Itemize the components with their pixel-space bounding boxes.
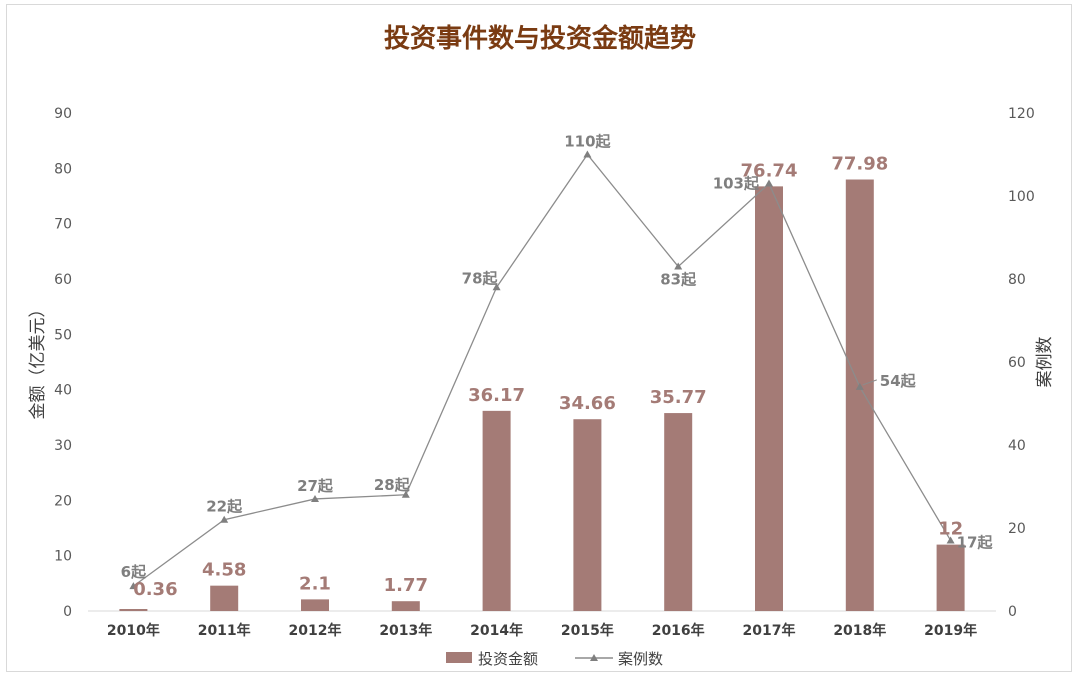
y-tick-right: 60 (1008, 355, 1026, 371)
y-tick-left: 50 (54, 327, 72, 343)
x-tick: 2017年 (743, 622, 796, 639)
bar-value-label: 2.1 (299, 573, 331, 594)
bar-value-label: 0.36 (133, 579, 177, 600)
bar-value-label: 34.66 (559, 393, 616, 414)
bar (664, 413, 693, 611)
bar-value-label: 35.77 (650, 387, 707, 408)
bar (845, 179, 874, 611)
bar (482, 410, 511, 611)
legend: 投资金额 案例数 (446, 650, 663, 668)
y-tick-left: 0 (63, 604, 72, 620)
bar (755, 186, 783, 611)
legend-label-line: 案例数 (618, 650, 663, 668)
x-tick: 2011年 (198, 622, 251, 639)
bar (573, 419, 602, 611)
line-point (220, 515, 229, 523)
x-tick: 2010年 (107, 622, 160, 639)
line-point (946, 536, 955, 544)
x-tick: 2016年 (652, 622, 705, 639)
line-value-label: 54起 (880, 372, 917, 390)
line-point (765, 179, 773, 187)
line-value-label: 110起 (564, 133, 611, 151)
line-point (311, 494, 319, 502)
y-tick-left: 60 (54, 272, 72, 288)
bar-value-label: 12 (938, 519, 963, 540)
line-value-label: 103起 (713, 175, 760, 193)
y-tick-left: 40 (54, 383, 72, 399)
line-value-label: 17起 (957, 533, 994, 551)
x-tick: 2014年 (470, 622, 523, 639)
y-tick-right: 40 (1008, 438, 1026, 454)
x-tick: 2019年 (924, 622, 977, 639)
label-leader-line (862, 379, 877, 386)
y-tick-right: 0 (1008, 604, 1017, 620)
bar-value-label: 4.58 (202, 560, 246, 581)
y-tick-right: 80 (1008, 272, 1026, 288)
y-tick-left: 80 (54, 161, 72, 177)
line-point (583, 150, 592, 158)
bar-value-label: 76.74 (741, 160, 798, 181)
line-point (674, 262, 683, 270)
y-tick-left: 30 (54, 438, 72, 454)
y-tick-left: 90 (54, 106, 72, 122)
bar (391, 601, 420, 611)
line-point (492, 283, 501, 291)
line-labels: 6起 22起 27起 28起 78起 110起 83起 103起 54起 17起 (121, 133, 994, 582)
x-tick: 2012年 (289, 622, 342, 639)
y-tick-right: 100 (1008, 189, 1035, 205)
bar-value-label: 1.77 (384, 575, 428, 596)
line-value-label: 6起 (121, 563, 147, 581)
y-axis-title-right: 案例数 (1035, 337, 1055, 388)
legend-swatch-bar (446, 652, 472, 663)
x-tick: 2015年 (561, 622, 614, 639)
case-count-line (133, 153, 952, 587)
line-series (129, 150, 955, 590)
x-tick: 2018年 (833, 622, 886, 639)
y-tick-left: 10 (54, 549, 72, 565)
chart-title: 投资事件数与投资金额趋势 (383, 24, 696, 54)
line-value-label: 83起 (660, 271, 697, 289)
line-value-label: 22起 (206, 498, 243, 516)
legend-marker-triangle-icon (590, 654, 598, 661)
chart-frame (6, 4, 1072, 672)
line-value-label: 28起 (374, 476, 411, 494)
y-tick-left: 70 (54, 217, 72, 233)
bar-value-label: 77.98 (831, 154, 888, 175)
line-point (129, 582, 138, 590)
right-axis-ticks: 0 20 40 60 80 100 120 (1008, 106, 1035, 620)
x-tick: 2013年 (379, 622, 432, 639)
bar (119, 609, 148, 611)
bar (936, 544, 965, 611)
bar-labels: 0.36 4.58 2.1 1.77 36.17 34.66 35.77 76.74 77.98… (133, 154, 963, 600)
line-point (401, 490, 410, 498)
y-tick-right: 120 (1008, 106, 1035, 122)
bar (301, 599, 329, 611)
line-point (855, 382, 864, 390)
line-value-label: 78起 (462, 269, 499, 287)
x-axis-ticks: 2010年 2011年 2012年 2013年 2014年 2015年 2016年 2017年… (107, 622, 977, 639)
legend-label-bar: 投资金额 (478, 650, 538, 668)
y-axis-title-left: 金额（亿美元） (28, 301, 48, 420)
y-tick-right: 20 (1008, 521, 1026, 537)
y-tick-left: 20 (54, 493, 72, 509)
bar (210, 585, 239, 611)
bar-value-label: 36.17 (468, 385, 525, 406)
bar-series (119, 179, 965, 611)
line-value-label: 27起 (297, 477, 334, 495)
left-axis-ticks: 0 10 20 30 40 50 60 70 80 90 (54, 106, 72, 620)
